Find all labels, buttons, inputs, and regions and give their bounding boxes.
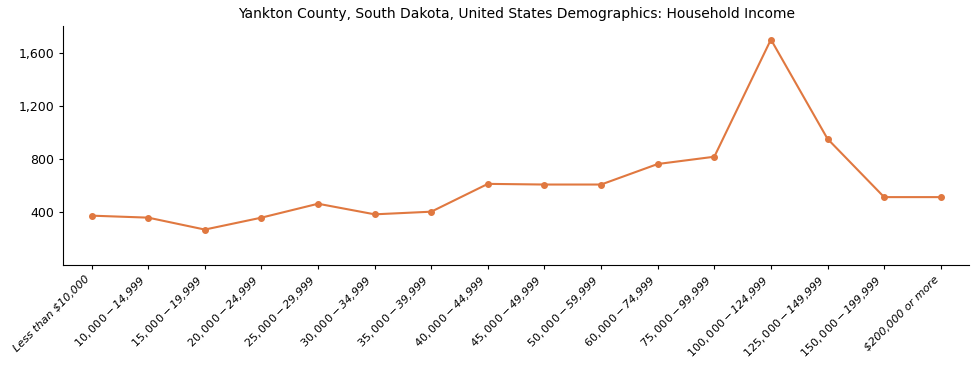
Title: Yankton County, South Dakota, United States Demographics: Household Income: Yankton County, South Dakota, United Sta… (238, 7, 794, 21)
